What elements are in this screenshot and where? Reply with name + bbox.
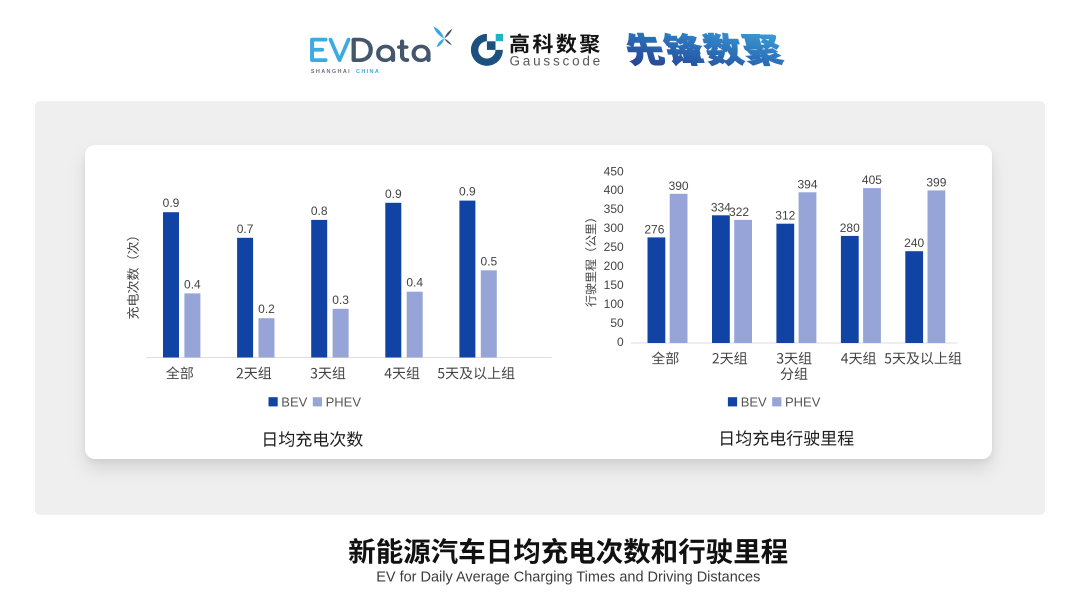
svg-text:0.9: 0.9: [163, 196, 180, 210]
svg-text:CHINA: CHINA: [356, 69, 380, 75]
svg-text:322: 322: [729, 205, 749, 219]
svg-text:312: 312: [775, 209, 795, 223]
svg-text:0.4: 0.4: [184, 277, 201, 291]
svg-text:BEV: BEV: [741, 395, 767, 410]
svg-text:394: 394: [797, 177, 817, 191]
svg-text:450: 450: [604, 164, 624, 178]
svg-text:300: 300: [604, 221, 624, 235]
svg-text:0.2: 0.2: [258, 302, 275, 316]
svg-text:350: 350: [604, 202, 624, 216]
svg-text:0.9: 0.9: [385, 187, 402, 201]
svg-text:150: 150: [604, 278, 624, 292]
svg-text:240: 240: [904, 236, 924, 250]
svg-text:Gausscode: Gausscode: [510, 54, 604, 69]
svg-text:405: 405: [862, 173, 882, 187]
svg-text:EV for Daily Average Charging: EV for Daily Average Charging Times and …: [376, 570, 760, 586]
svg-text:0.5: 0.5: [480, 254, 497, 268]
svg-text:PHEV: PHEV: [326, 395, 362, 410]
svg-text:250: 250: [604, 240, 624, 254]
svg-text:PHEV: PHEV: [785, 395, 821, 410]
svg-text:SHANGHAI: SHANGHAI: [311, 69, 351, 75]
svg-text:0.8: 0.8: [311, 204, 328, 218]
svg-text:200: 200: [604, 259, 624, 273]
svg-text:BEV: BEV: [281, 395, 307, 410]
svg-text:0.9: 0.9: [459, 185, 476, 199]
svg-text:0.7: 0.7: [237, 222, 254, 236]
svg-text:100: 100: [604, 297, 624, 311]
svg-text:400: 400: [604, 183, 624, 197]
svg-text:280: 280: [840, 221, 860, 235]
svg-text:0.4: 0.4: [406, 276, 423, 290]
svg-text:334: 334: [711, 200, 731, 214]
svg-text:50: 50: [610, 316, 624, 330]
svg-text:0.3: 0.3: [332, 293, 349, 307]
svg-text:276: 276: [644, 222, 664, 236]
svg-text:0: 0: [617, 335, 624, 349]
svg-text:399: 399: [926, 175, 946, 189]
svg-text:390: 390: [669, 179, 689, 193]
